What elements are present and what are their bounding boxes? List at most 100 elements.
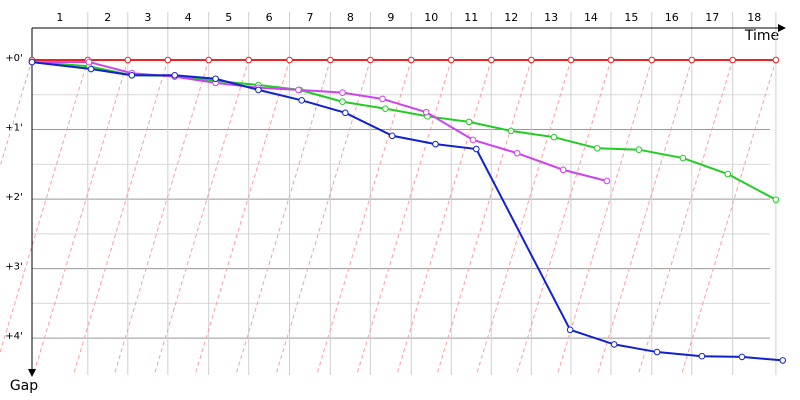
y-tick-label: +0' [5,53,23,64]
lap-guide [0,59,89,355]
series-point [653,348,661,356]
lap-label: 13 [544,11,558,24]
lap-label: 12 [504,11,518,24]
lap-label: 16 [665,11,679,24]
lap-guide [436,59,532,376]
lap-guide [235,59,331,376]
series-point [339,98,346,106]
lap-guide [356,59,452,376]
lap-guide [113,59,210,376]
series-point [593,145,601,152]
series-point [128,71,136,79]
lap-label: 3 [144,11,151,24]
series-point [388,132,396,140]
series-point [679,154,687,162]
series-point [469,136,477,144]
lap-label: 17 [705,11,719,24]
lap-label: 4 [185,11,192,24]
series-point [124,56,132,64]
series-point [610,341,618,348]
series-point [607,56,615,64]
lap-guide [396,59,492,376]
series-point [567,56,575,64]
y-tick-label: +1' [5,123,23,134]
lap-guide [475,59,572,376]
series-point [528,56,535,64]
y-tick-label: +3' [5,262,23,273]
series-point [465,118,473,126]
series-point [447,56,455,64]
y-tick-label: +2' [5,192,23,203]
series-point [212,75,219,83]
lap-label: 9 [387,11,394,24]
series-point [513,149,521,157]
lap-guide [275,59,371,376]
series-point [779,357,787,364]
lap-guide [556,59,653,376]
series-point [487,56,495,64]
lap-guide [680,59,777,376]
series-point [422,108,430,116]
lap-guide [72,59,169,376]
series-point [550,133,558,141]
series-point [382,105,389,112]
series-point [171,71,179,79]
series-point [342,109,349,117]
series-point [772,196,780,204]
y-tick-label: +4' [5,331,23,342]
y-axis-label: Gap [10,378,38,394]
lap-label: 1 [56,11,63,24]
lap-label: 6 [266,11,273,24]
series-point [28,58,36,66]
y-axis-arrow [28,369,36,377]
lap-label: 8 [347,11,354,24]
lap-label: 10 [424,11,438,24]
lap-label: 18 [747,11,761,24]
series-point [559,166,567,174]
lap-guide [32,59,129,376]
lap-guide [515,59,612,376]
series-point [407,56,415,64]
series-point [566,326,574,334]
series-point [738,353,746,361]
lap-guide [194,59,291,376]
lap-label: 2 [104,11,111,24]
lap-guide [637,59,734,376]
lap-label: 11 [464,11,478,24]
series-point [87,65,95,73]
lap-label: 7 [306,11,313,24]
series-point [729,56,736,64]
series-point [367,56,374,64]
series-point [688,56,696,64]
x-axis-label: Time [744,28,779,44]
series-point [255,86,262,94]
lap-guide [153,59,250,376]
x-axis-arrow [778,24,786,32]
series-point [295,86,302,94]
series-point [603,177,611,185]
series-point [724,170,732,178]
series-point [327,56,334,64]
series-point [298,97,305,104]
lap-label: 5 [225,11,232,24]
series-point [205,56,212,64]
lap-label: 14 [584,11,598,24]
lap-guide [596,59,693,376]
series-point [286,56,293,64]
series-point [245,56,253,64]
series-point [164,56,172,64]
series-point [698,352,706,360]
series-point [473,145,480,153]
lap-guide [316,59,412,376]
series-point [85,58,93,66]
series-point [432,140,439,148]
series-point [648,56,656,64]
series-point [772,56,780,64]
lap-label: 15 [624,11,638,24]
series-point [635,146,643,153]
series-point [507,127,515,135]
series-point [339,89,346,96]
series-line [32,61,608,182]
